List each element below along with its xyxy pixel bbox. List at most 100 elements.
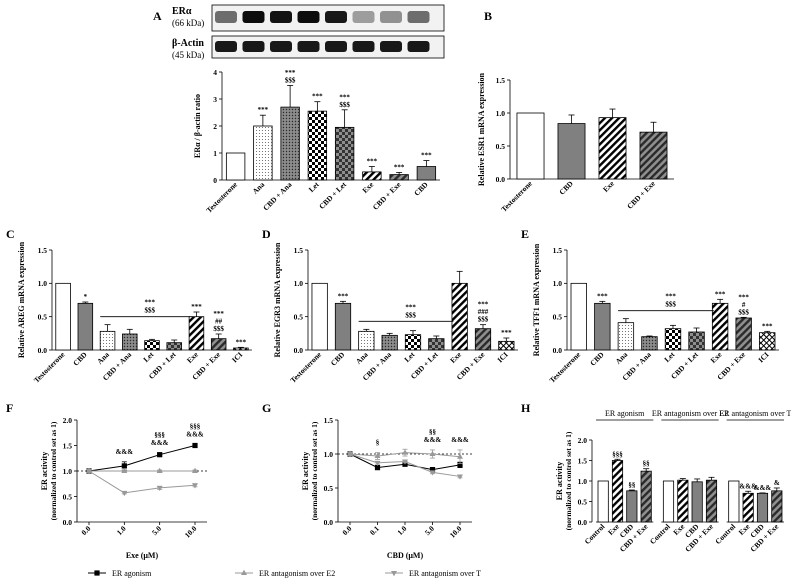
data-point [156, 485, 163, 492]
y-tick-label: 0.0 [578, 518, 588, 527]
bar-control [728, 480, 740, 523]
y-tick-label: 0.0 [324, 518, 334, 527]
significance-label: $$$ [738, 308, 749, 316]
panel-letter-h: H [521, 401, 531, 415]
bar-cbd [756, 492, 769, 523]
legend-label-er-antagonism-over-t: ER antagonism over T [409, 569, 481, 578]
significance-label: &&& [451, 436, 469, 444]
significance-label: &&& [186, 430, 204, 438]
bar-testosterone [570, 282, 587, 351]
x-tick-label: 0.0 [340, 524, 353, 537]
significance-label: *** [715, 290, 726, 298]
significance-label: *** [394, 163, 405, 171]
group-title-er-agonism: ER agonism [605, 409, 645, 418]
y-tick-label: 0.5 [324, 484, 334, 493]
data-point [457, 462, 463, 468]
x-tick-label: 0.1 [368, 524, 381, 537]
chart-panel-c: 0.0 0.5 1.0 1.5 Relative AREG mRNA expressio… [17, 241, 252, 385]
significance-label: $$$ [405, 311, 416, 319]
x-tick-label: 1.0 [395, 524, 408, 537]
data-point [121, 467, 128, 473]
bar-cbd [594, 302, 611, 351]
significance-label: *** [738, 293, 749, 301]
bar-cbd-ana [641, 336, 658, 351]
data-point [429, 470, 436, 476]
bar-cbd [77, 302, 94, 351]
bar-let [144, 340, 160, 351]
data-point [192, 483, 198, 489]
blot-band-era [270, 11, 292, 23]
y-tick-label: 0.0 [63, 518, 73, 527]
blot-band-actin [270, 41, 292, 52]
significance-label: §§§ [154, 431, 165, 439]
significance-label: *** [236, 338, 247, 346]
y-tick-label: 1.0 [553, 279, 563, 288]
x-tick-label: Ana [95, 350, 111, 366]
x-tick-label: CBD + Exe [625, 179, 657, 211]
data-point [457, 453, 463, 459]
x-tick-label: Exe [448, 350, 463, 365]
significance-label: §§ [429, 428, 437, 436]
group-title-er-antagonism-over-e2: ER antagonism over E2 [652, 409, 728, 418]
bar-ana [99, 330, 116, 351]
panel-letter-d: D [262, 227, 271, 241]
significance-label: $$$ [213, 325, 224, 333]
blot-label-era: ERα [172, 6, 192, 17]
data-point [156, 467, 163, 473]
significance-label: *** [597, 292, 608, 300]
significance-label: ### [478, 308, 489, 316]
bar-cbd-exe [771, 490, 783, 523]
blot-band-actin [325, 41, 347, 52]
bar-ici [759, 332, 776, 351]
bar-cbd-exe [735, 317, 752, 351]
x-tick-label: 5.0 [423, 524, 436, 537]
y-axis-subtitle: (normalized to control set as 1) [310, 421, 319, 520]
x-tick-label: Testosterone [548, 350, 583, 385]
blot-band-era [297, 11, 320, 23]
y-axis-title: Relative ESR1 mRNA expression [477, 72, 486, 186]
blot-band-actin [297, 41, 320, 52]
y-tick-label: 4 [213, 68, 217, 77]
y-tick-label: 1.5 [294, 246, 304, 255]
y-tick-label: 0.5 [553, 312, 563, 321]
legend-label-er-agonism: ER agonism [112, 569, 152, 578]
y-tick-label: 2.0 [63, 416, 73, 425]
bar-cbd [416, 166, 437, 181]
bar-cbd-let [688, 331, 705, 351]
y-tick-label: 1.5 [496, 76, 506, 85]
x-tick-label: CBD + Exe [371, 180, 403, 212]
bar-exe [742, 492, 754, 523]
bar-ana [253, 125, 273, 181]
blot-band-era [407, 11, 430, 23]
y-tick-label: 0 [213, 176, 217, 185]
data-point [241, 569, 247, 575]
bar-ici [233, 347, 249, 351]
y-tick-label: 2 [213, 122, 217, 131]
bar-cbd [557, 123, 586, 180]
data-point [457, 474, 463, 480]
x-axis-title: Exe (μM) [126, 551, 159, 560]
panel-letter-g: G [262, 401, 271, 415]
bar-cbd-let [334, 126, 355, 181]
bar-cbd-ana [381, 334, 398, 351]
y-tick-label: 1 [213, 149, 217, 158]
x-tick-label: CBD [588, 350, 606, 368]
x-tick-label: Exe [185, 350, 200, 365]
group-title-er-antagonism-over-t: ER antagonism over T [719, 409, 791, 418]
bar-testosterone [311, 282, 328, 351]
chart-panel-a: 0 1 2 3 4 ERα / β-actin ratio Testosterone *** A… [193, 68, 440, 215]
legend: ER agonism ER antagonism over E2 ER antago… [88, 569, 481, 578]
blot-band-actin [407, 41, 430, 52]
bar-cbd [691, 481, 703, 523]
bar-exe [677, 479, 689, 523]
y-axis-subtitle: (normalized to control set as 1) [564, 431, 573, 530]
x-tick-label: Ana [354, 350, 370, 366]
bar-cbd-exe [640, 470, 652, 523]
significance-label: ## [215, 318, 223, 326]
x-tick-label: CBD [329, 350, 347, 368]
x-tick-label: CBD [71, 350, 89, 368]
significance-label: §§§ [612, 450, 623, 458]
data-point [402, 459, 408, 465]
significance-label: &&& [739, 482, 757, 490]
significance-label: *** [191, 303, 202, 311]
